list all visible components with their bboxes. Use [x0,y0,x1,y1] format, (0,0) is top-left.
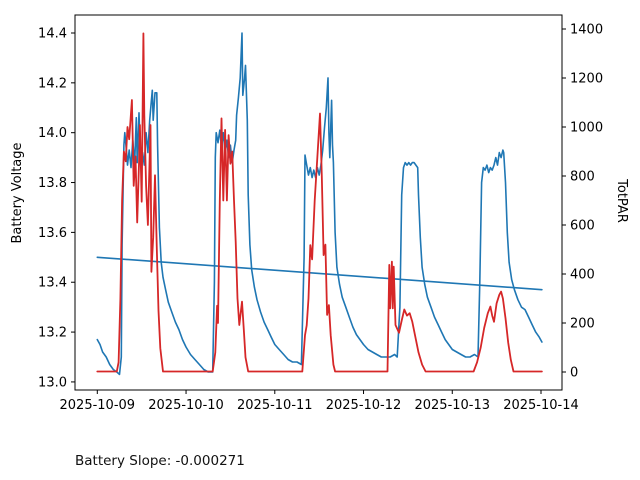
left-tick-label: 14.2 [38,76,67,91]
stat-battery-slope: Battery Slope: -0.000271 [75,453,245,469]
right-tick-label: 600 [570,218,595,233]
right-tick-label: 0 [570,365,578,380]
right-tick-label: 800 [570,169,595,184]
left-tick-label: 13.6 [38,226,67,241]
x-tick-label: 2025-10-09 [60,398,136,413]
left-tick-label: 13.2 [38,326,67,341]
battery-trend-line [96,256,543,291]
right-tick-label: 200 [570,316,595,331]
left-axis-label: Battery Voltage [10,142,25,243]
x-tick-label: 2025-10-12 [326,398,402,413]
left-tick-label: 14.0 [38,126,67,141]
x-tick-label: 2025-10-11 [237,398,313,413]
x-tick-label: 2025-10-14 [503,398,579,413]
left-tick-label: 13.0 [38,375,67,390]
left-tick-label: 14.4 [38,26,67,41]
right-tick-label: 1200 [570,71,603,86]
battery-voltage-line [96,32,543,376]
x-tick-label: 2025-10-13 [414,398,490,413]
right-axis-label: TotPAR [614,178,629,223]
plot-border [74,14,563,391]
left-tick-label: 13.8 [38,176,67,191]
right-tick-label: 400 [570,267,595,282]
totpar-line [96,32,543,373]
stats-block: Battery Slope: -0.000271 Battery Min: 13… [75,419,365,480]
x-tick-label: 2025-10-10 [148,398,224,413]
right-tick-label: 1400 [570,22,603,37]
right-tick-label: 1000 [570,120,603,135]
left-tick-label: 13.4 [38,276,67,291]
